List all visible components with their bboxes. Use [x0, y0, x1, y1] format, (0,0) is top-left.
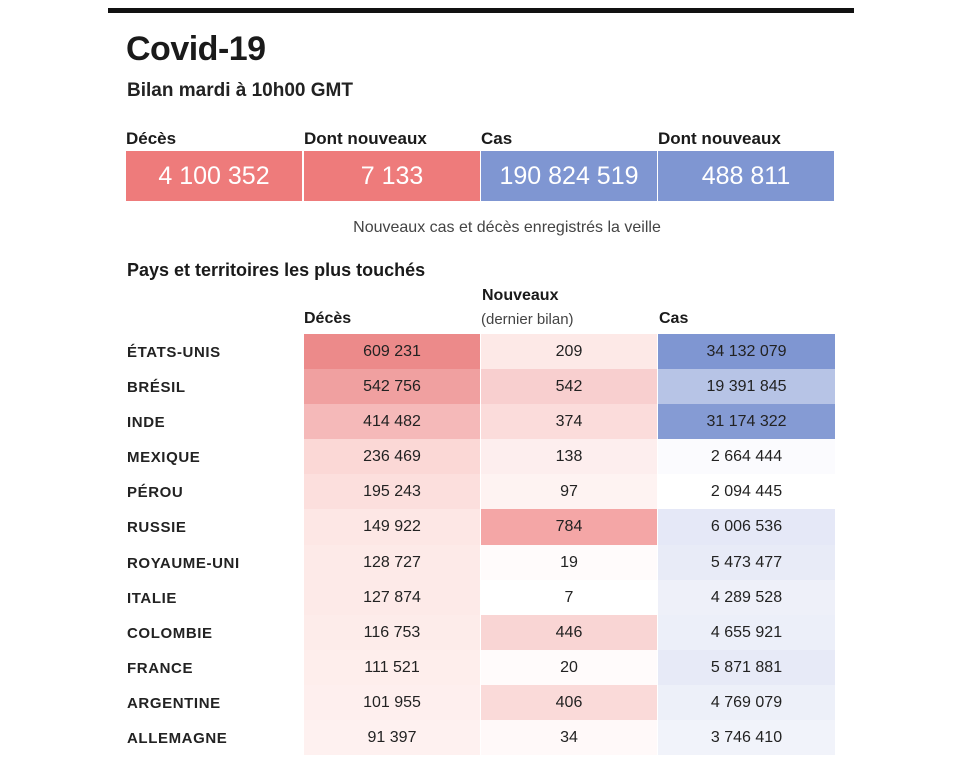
summary-new-cases-label: Dont nouveaux — [658, 129, 781, 148]
cases-cell: 6 006 536 — [658, 509, 835, 545]
summary-new-deaths-value: 7 133 — [304, 151, 480, 201]
deaths-cell: 111 521 — [304, 649, 480, 685]
summary-deaths-label: Décès — [126, 129, 177, 148]
summary-new-cases-value: 488 811 — [658, 151, 834, 201]
cases-cell: 2 094 445 — [658, 474, 835, 510]
new-deaths-cell: 138 — [481, 439, 657, 475]
new-deaths-cell: 446 — [481, 614, 657, 650]
deaths-cell: 91 397 — [304, 720, 480, 756]
cases-cell: 19 391 845 — [658, 369, 835, 405]
cases-cell: 5 473 477 — [658, 544, 835, 580]
new-deaths-cell: 20 — [481, 649, 657, 685]
table-row: RUSSIE 149 922 784 6 006 536 — [0, 509, 976, 545]
table-row: ALLEMAGNE 91 397 34 3 746 410 — [0, 720, 976, 756]
cases-cell: 2 664 444 — [658, 439, 835, 475]
cases-cell: 4 655 921 — [658, 614, 835, 650]
top-rule — [108, 8, 854, 13]
summary-deaths-value: 4 100 352 — [126, 151, 302, 201]
cases-cell: 5 871 881 — [658, 649, 835, 685]
column-header-cases: Cas — [659, 310, 689, 327]
summary-new-deaths-label: Dont nouveaux — [304, 129, 427, 148]
table-row: ROYAUME-UNI 128 727 19 5 473 477 — [0, 544, 976, 580]
deaths-cell: 414 482 — [304, 404, 480, 440]
new-deaths-cell: 19 — [481, 544, 657, 580]
cases-cell: 3 746 410 — [658, 720, 835, 756]
new-deaths-cell: 784 — [481, 509, 657, 545]
cases-cell: 4 769 079 — [658, 684, 835, 721]
new-deaths-cell: 34 — [481, 720, 657, 756]
deaths-cell: 195 243 — [304, 474, 480, 510]
new-deaths-cell: 7 — [481, 579, 657, 615]
summary-cases: Cas 190 824 519 — [481, 128, 657, 201]
country-name: ARGENTINE — [127, 694, 221, 712]
summary-cases-value: 190 824 519 — [481, 151, 657, 201]
column-header-new: Nouveaux — [482, 287, 559, 304]
deaths-cell: 149 922 — [304, 509, 480, 545]
page-title: Covid-19 — [126, 30, 266, 68]
country-name: FRANCE — [127, 659, 194, 677]
table-row: ÉTATS-UNIS 609 231 209 34 132 079 — [0, 334, 976, 370]
summary-panel: Décès 4 100 352 Dont nouveaux 7 133 Cas … — [0, 128, 976, 208]
country-name: PÉROU — [127, 484, 184, 502]
country-name: ALLEMAGNE — [127, 730, 228, 748]
page-subtitle: Bilan mardi à 10h00 GMT — [127, 80, 353, 101]
new-deaths-cell: 542 — [481, 369, 657, 405]
country-name: COLOMBIE — [127, 624, 213, 642]
summary-new-deaths: Dont nouveaux 7 133 — [304, 128, 480, 201]
summary-new-cases: Dont nouveaux 488 811 — [658, 128, 834, 201]
table-row: BRÉSIL 542 756 542 19 391 845 — [0, 369, 976, 405]
country-name: ITALIE — [127, 589, 177, 607]
country-name: BRÉSIL — [127, 379, 186, 397]
summary-cases-label: Cas — [481, 129, 513, 148]
new-deaths-cell: 209 — [481, 334, 657, 370]
table-row: COLOMBIE 116 753 446 4 655 921 — [0, 614, 976, 650]
summary-deaths: Décès 4 100 352 — [126, 128, 302, 201]
country-name: MEXIQUE — [127, 449, 201, 467]
table-row: INDE 414 482 374 31 174 322 — [0, 404, 976, 440]
table-row: ITALIE 127 874 7 4 289 528 — [0, 579, 976, 615]
summary-note: Nouveaux cas et décès enregistrés la vei… — [0, 219, 976, 237]
table-row: PÉROU 195 243 97 2 094 445 — [0, 474, 976, 510]
new-deaths-cell: 406 — [481, 684, 657, 721]
cases-cell: 31 174 322 — [658, 404, 835, 440]
table-row: FRANCE 111 521 20 5 871 881 — [0, 649, 976, 685]
deaths-cell: 116 753 — [304, 614, 480, 650]
new-deaths-cell: 374 — [481, 404, 657, 440]
new-deaths-cell: 97 — [481, 474, 657, 510]
section-title: Pays et territoires les plus touchés — [127, 260, 426, 280]
summary-note-text: Nouveaux cas et décès enregistrés la vei… — [353, 219, 661, 236]
country-name: RUSSIE — [127, 519, 187, 537]
deaths-cell: 128 727 — [304, 544, 480, 580]
deaths-cell: 127 874 — [304, 579, 480, 615]
deaths-cell: 236 469 — [304, 439, 480, 475]
column-header-new-sub: (dernier bilan) — [481, 311, 574, 328]
table-row: ARGENTINE 101 955 406 4 769 079 — [0, 684, 976, 721]
country-name: ÉTATS-UNIS — [127, 344, 221, 361]
cases-cell: 4 289 528 — [658, 579, 835, 615]
deaths-cell: 542 756 — [304, 369, 480, 405]
column-header-deaths: Décès — [304, 310, 352, 327]
deaths-cell: 609 231 — [304, 334, 480, 370]
country-table: ÉTATS-UNIS 609 231 209 34 132 079 BRÉSIL 542 … — [0, 334, 976, 756]
table-row: MEXIQUE 236 469 138 2 664 444 — [0, 439, 976, 475]
deaths-cell: 101 955 — [304, 684, 480, 721]
country-name: INDE — [127, 414, 166, 432]
cases-cell: 34 132 079 — [658, 334, 835, 370]
country-name: ROYAUME-UNI — [127, 554, 240, 572]
